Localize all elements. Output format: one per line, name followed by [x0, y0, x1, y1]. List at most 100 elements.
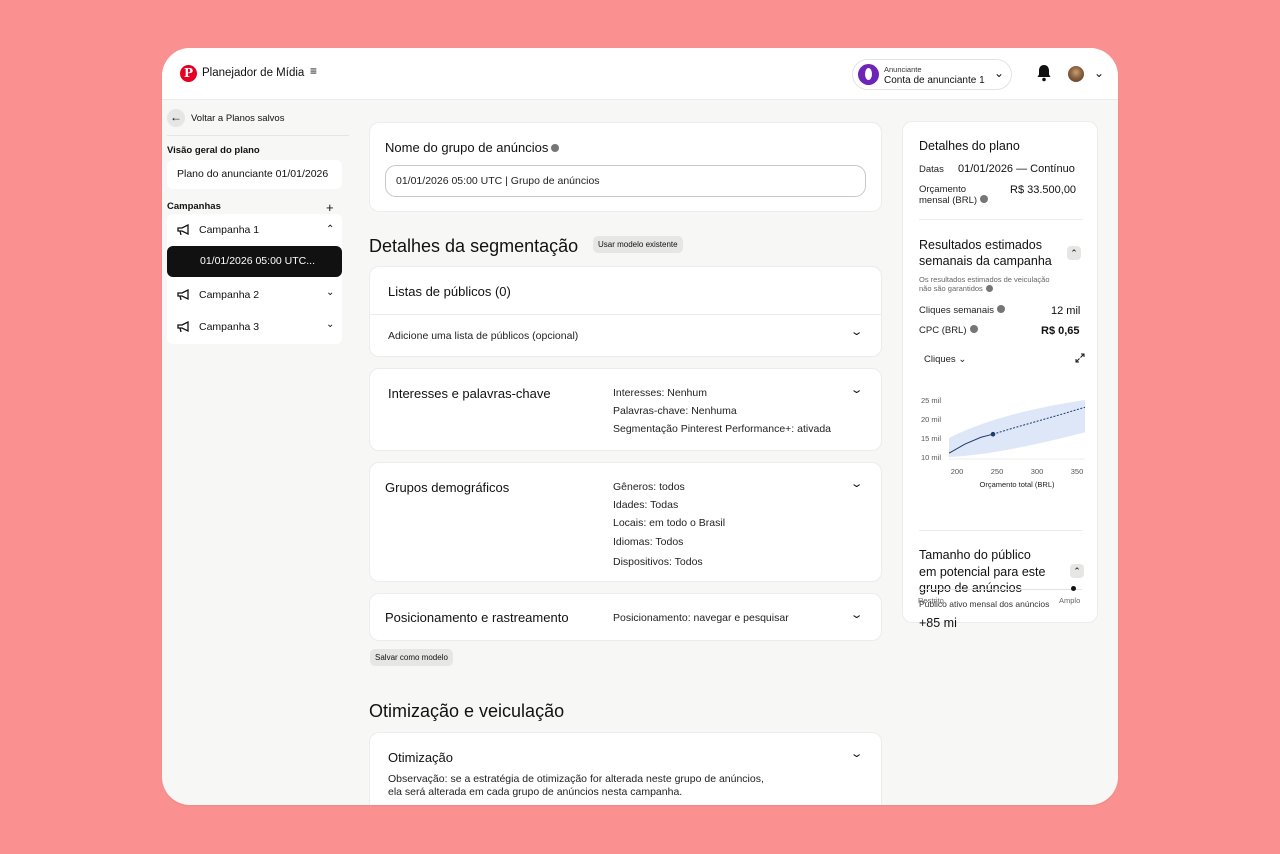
results-title-2: semanais da campanha	[919, 254, 1052, 268]
account-avatar	[858, 64, 879, 85]
notifications-bell-icon[interactable]	[1036, 64, 1052, 82]
chevron-down-icon[interactable]: ⌄	[849, 609, 864, 621]
x-tick-label: 250	[991, 467, 1004, 476]
audience-scale-marker	[1071, 586, 1077, 591]
x-axis-label: Orçamento total (BRL)	[979, 480, 1055, 489]
pinterest-logo-icon[interactable]: P	[180, 65, 197, 82]
collapse-results-button[interactable]: ⌃	[1067, 246, 1081, 260]
chevron-down-icon[interactable]: ⌄	[849, 384, 864, 396]
x-tick-label: 300	[1031, 467, 1044, 476]
monthly-budget-value: R$ 33.500,00	[1010, 184, 1077, 196]
use-template-button[interactable]: Usar modelo existente	[593, 236, 683, 253]
save-as-template-button[interactable]: Salvar como modelo	[370, 649, 453, 666]
add-campaign-icon[interactable]: +	[326, 200, 334, 215]
y-tick-label: 10 mil	[921, 453, 941, 462]
menu-icon[interactable]: ≡	[310, 64, 318, 78]
user-avatar[interactable]	[1068, 66, 1084, 82]
targeting-heading: Detalhes da segmentação	[369, 236, 579, 256]
chevron-down-icon[interactable]: ⌄	[849, 478, 864, 490]
chevron-down-icon: ⌄	[994, 66, 1005, 80]
campaign-list	[167, 214, 342, 344]
megaphone-icon	[177, 289, 189, 301]
audience-lists-card: Listas de públicos (0) Adicione uma list…	[369, 266, 882, 357]
info-icon[interactable]	[969, 325, 978, 334]
plan-name-item[interactable]: Plano do anunciante 01/01/2026	[167, 160, 342, 189]
info-icon[interactable]	[980, 195, 989, 204]
optimization-note-line2: ela será alterada em cada grupo de anúnc…	[388, 786, 683, 798]
collapse-audience-button[interactable]: ⌃	[1070, 564, 1084, 578]
chevron-down-icon[interactable]: ⌄	[1094, 66, 1105, 80]
confidence-band	[949, 400, 1085, 457]
genders-value: Gêneros: todos	[613, 481, 685, 493]
campaigns-heading: Campanhas	[167, 201, 221, 212]
ad-group-name-title: Nome do grupo de anúncios	[385, 140, 560, 155]
interests-value: Interesses: Nenhum	[613, 387, 707, 399]
placement-tracking-card: Posicionamento e rastreamento Posicionam…	[369, 593, 882, 641]
megaphone-icon	[177, 321, 189, 333]
chevron-down-icon[interactable]: ⌄	[849, 748, 864, 760]
plan-name: Plano do anunciante 01/01/2026	[177, 168, 329, 180]
expand-icon[interactable]	[1075, 353, 1085, 363]
y-tick-label: 15 mil	[921, 434, 941, 443]
performance-plus-value: Segmentação Pinterest Performance+: ativ…	[613, 423, 831, 435]
audience-lists-title: Listas de públicos (0)	[388, 284, 511, 299]
account-name: Conta de anunciante 1	[884, 75, 985, 86]
top-bar: P Planejador de Mídia ≡ Anunciante Conta…	[162, 48, 1118, 100]
cpc-label: CPC (BRL)	[919, 325, 978, 336]
audience-title-1: Tamanho do público	[919, 548, 1031, 562]
dates-label: Datas	[919, 164, 944, 175]
audience-scale-track	[918, 589, 1082, 590]
info-icon[interactable]	[996, 305, 1005, 314]
keywords-value: Palavras-chave: Nenhuma	[613, 405, 737, 417]
divider	[167, 135, 349, 136]
budget-label-1: Orçamento	[919, 184, 966, 195]
chevron-down-icon[interactable]: ⌄	[326, 287, 335, 298]
app-title: Planejador de Mídia	[202, 67, 305, 79]
x-tick-label: 200	[951, 467, 964, 476]
add-audience-list[interactable]: Adicione uma lista de públicos (opcional…	[388, 330, 579, 342]
sidebar-item-selected-ad-group[interactable]: 01/01/2026 05:00 UTC...	[167, 246, 342, 277]
series-line-solid	[948, 433, 994, 454]
disclaimer-1: Os resultados estimados de veiculação	[919, 275, 1050, 284]
optimization-note-line1: Observação: se a estratégia de otimizaçã…	[388, 773, 764, 785]
optimization-card: Otimização Observação: se a estratégia d…	[369, 732, 882, 805]
info-icon[interactable]	[551, 143, 560, 152]
scale-max-label: Amplo	[1059, 596, 1081, 605]
interests-title: Interesses e palavras-chave	[388, 386, 551, 401]
chevron-down-icon[interactable]: ⌄	[849, 326, 864, 338]
placement-value: Posicionamento: navegar e pesquisar	[613, 612, 789, 624]
locations-value: Locais: em todo o Brasil	[613, 517, 726, 529]
back-arrow-icon[interactable]: ←	[167, 109, 185, 127]
weekly-clicks-label: Cliques semanais	[919, 305, 1005, 316]
plan-details-title: Detalhes do plano	[919, 139, 1020, 153]
metric-select[interactable]: Cliques ⌄	[924, 354, 967, 365]
optimization-heading: Otimização e veiculação	[369, 701, 565, 721]
y-tick-label: 20 mil	[921, 415, 941, 424]
audience-title-3: grupo de anúncios	[919, 581, 1022, 595]
info-icon[interactable]	[985, 284, 993, 292]
ad-group-name-input[interactable]: 01/01/2026 05:00 UTC | Grupo de anúncios	[385, 165, 866, 197]
campaign-label: Campanha 1	[199, 224, 260, 236]
account-type-label: Anunciante	[884, 65, 922, 74]
megaphone-icon	[177, 224, 189, 236]
chevron-down-icon: ⌄	[958, 354, 967, 365]
divider	[919, 530, 1083, 531]
optimization-title: Otimização	[388, 750, 454, 765]
divider	[919, 219, 1083, 220]
x-tick-label: 350	[1071, 467, 1084, 476]
audience-subtitle: Público ativo mensal dos anúncios	[919, 599, 1050, 609]
demographics-card: Grupos demográficos Gêneros: todos Idade…	[369, 462, 882, 582]
placement-title: Posicionamento e rastreamento	[385, 610, 569, 625]
series-line-dashed	[992, 406, 1086, 435]
audience-size-value: +85 mi	[919, 616, 957, 630]
divider	[370, 314, 881, 315]
plan-details-panel: Detalhes do plano Datas 01/01/2026 — Con…	[902, 121, 1098, 630]
interests-keywords-card: Interesses e palavras-chave Interesses: …	[369, 368, 882, 451]
audience-title-2: em potencial para este	[919, 565, 1046, 579]
account-switcher[interactable]: Anunciante Conta de anunciante 1 ⌄	[852, 59, 1012, 90]
weekly-clicks-value: 12 mil	[1051, 305, 1081, 317]
chevron-down-icon[interactable]: ⌄	[326, 319, 335, 330]
cpc-value: R$ 0,65	[1041, 325, 1080, 337]
back-to-saved-plans-link[interactable]: Voltar a Planos salvos	[191, 113, 285, 124]
chevron-up-icon[interactable]: ⌃	[326, 224, 335, 235]
